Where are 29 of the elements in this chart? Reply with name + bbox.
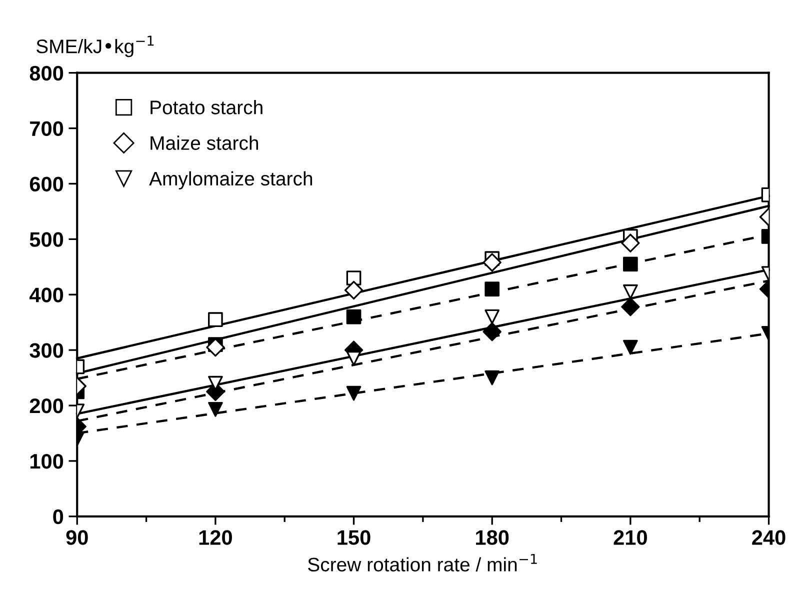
x-tick-label: 90 <box>66 530 88 545</box>
x-tick-label: 120 <box>199 530 232 545</box>
point <box>482 322 502 342</box>
y-tick-label: 500 <box>30 232 64 247</box>
y-tick-label: 700 <box>30 121 64 136</box>
x-tick-label: 240 <box>752 530 786 545</box>
point <box>484 309 500 324</box>
legend-label: Potato starch <box>150 100 262 114</box>
x-tick-label: 150 <box>338 530 370 545</box>
y-tick-label: 100 <box>30 454 64 469</box>
legend-label: Amylomaize starch <box>149 171 312 190</box>
point <box>344 280 364 300</box>
y-tick-label: 400 <box>29 288 64 302</box>
y-tick-label: 0 <box>53 509 64 524</box>
x-tick-label: 180 <box>476 530 509 545</box>
point <box>346 386 362 401</box>
point <box>346 350 362 366</box>
y-axis-title: SME/kJ•kg$^{−1}$ <box>36 36 154 58</box>
legend-label: Maize starch <box>150 136 258 150</box>
point <box>484 370 500 386</box>
y-tick-label: 800 <box>30 66 64 81</box>
x-tick-label: 210 <box>614 530 647 545</box>
y-tick-label: 200 <box>30 398 64 414</box>
point <box>482 253 502 272</box>
x-axis-title: Screw rotation rate / min$^{−1}$ <box>308 554 537 572</box>
point <box>346 309 362 324</box>
y-tick-label: 600 <box>30 176 64 192</box>
point <box>484 282 500 296</box>
y-tick-label: 300 <box>30 343 64 358</box>
